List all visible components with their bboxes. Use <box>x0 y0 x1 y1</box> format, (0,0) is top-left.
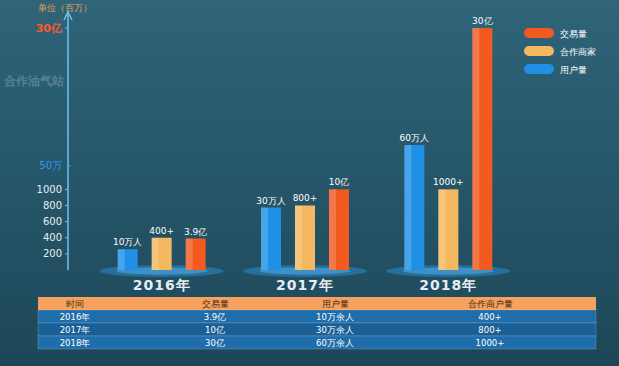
table-cell: 2017年 <box>60 325 91 335</box>
bar <box>186 239 206 270</box>
bar <box>295 205 315 270</box>
x-tick-label: 2018年 <box>419 277 477 293</box>
bar <box>329 189 349 270</box>
y-tick <box>65 237 68 238</box>
legend-swatch <box>524 64 554 74</box>
bar <box>152 238 172 270</box>
data-label: 30亿 <box>472 16 492 26</box>
y2-tick <box>68 165 71 166</box>
y-tick-label: 30亿 <box>36 22 63 35</box>
y-axis-line <box>67 14 69 270</box>
y-tick-label: 1000 <box>37 184 62 195</box>
legend-label: 用户量 <box>560 65 587 75</box>
y-tick <box>65 28 68 29</box>
table-row-bg <box>38 323 596 336</box>
table-cell: 3.9亿 <box>204 312 227 322</box>
table-row-bg <box>38 336 596 349</box>
y-tick <box>65 205 68 206</box>
chart: 合作油气站 单位（百万） 200 400 600 800 1000 30亿 50万 3.9亿 10亿… <box>0 0 619 366</box>
table-header: 时间 <box>66 299 84 309</box>
bar-highlight <box>404 145 411 270</box>
table-header: 用户量 <box>322 299 349 309</box>
annotation: 合作油气站 <box>3 74 64 88</box>
table-cell: 30亿 <box>205 338 225 348</box>
y-tick <box>65 221 68 222</box>
table-cell: 1000+ <box>476 338 505 348</box>
page: {"chart_data": { "type": "bar", "y_label… <box>0 0 619 366</box>
bar-highlight <box>329 189 336 270</box>
table-header: 交易量 <box>202 299 229 309</box>
table-row-bg <box>38 310 596 323</box>
y-axis-label: 单位（百万） <box>38 3 92 13</box>
bar <box>438 189 458 270</box>
table-cell: 800+ <box>478 325 501 335</box>
table: 时间 交易量 用户量 合作商户量 2016年 3.9亿 10万余人 400+ 2017年 10亿 3… <box>38 297 596 349</box>
data-label: 400+ <box>149 226 174 236</box>
legend-swatch <box>524 46 554 56</box>
table-header-bg <box>38 297 596 310</box>
y-tick-label: 200 <box>43 248 62 259</box>
table-cell: 10亿 <box>205 325 225 335</box>
data-labels: 3.9亿 10亿 30亿 400+ 800+ 1000+ 10万人 30万人 60万人 <box>113 16 493 247</box>
table-cell: 400+ <box>478 312 501 322</box>
y-tick-label: 800 <box>43 200 62 211</box>
bar <box>472 28 492 270</box>
table-cell: 30万余人 <box>316 325 354 335</box>
table-cell: 60万余人 <box>316 338 354 348</box>
legend: 交易量合作商家用户量 <box>524 28 596 75</box>
data-label: 10万人 <box>113 237 142 247</box>
bar-highlight <box>438 189 445 270</box>
y-tick-label: 400 <box>43 232 62 243</box>
data-label: 800+ <box>293 193 318 203</box>
bars <box>118 28 493 270</box>
bar-highlight <box>118 249 125 270</box>
y-axis-arrow <box>64 12 72 20</box>
bar-highlight <box>472 28 479 270</box>
bar-highlight <box>261 208 268 271</box>
data-label: 1000+ <box>433 177 463 187</box>
y-tick <box>65 189 68 190</box>
legend-label: 合作商家 <box>560 47 596 57</box>
table-header: 合作商户量 <box>468 299 513 309</box>
bar-highlight <box>295 205 302 270</box>
table-cell: 2016年 <box>60 312 91 322</box>
bar <box>118 249 138 270</box>
background <box>0 0 619 366</box>
y2-tick-label: 50万 <box>39 160 62 171</box>
y-tick <box>65 253 68 254</box>
legend-swatch <box>524 28 554 38</box>
x-tick-label: 2016年 <box>133 277 191 293</box>
y-tick-label: 600 <box>43 216 62 227</box>
data-label: 60万人 <box>400 133 429 143</box>
table-cell: 2018年 <box>60 338 91 348</box>
bar-highlight <box>186 239 193 270</box>
legend-label: 交易量 <box>560 29 587 39</box>
bar-highlight <box>152 238 159 270</box>
data-label: 30万人 <box>256 196 285 206</box>
table-cell: 10万余人 <box>316 312 354 322</box>
bar <box>404 145 424 270</box>
bar <box>261 208 281 271</box>
x-tick-label: 2017年 <box>276 277 334 293</box>
data-label: 3.9亿 <box>184 227 207 237</box>
data-label: 10亿 <box>329 177 349 187</box>
